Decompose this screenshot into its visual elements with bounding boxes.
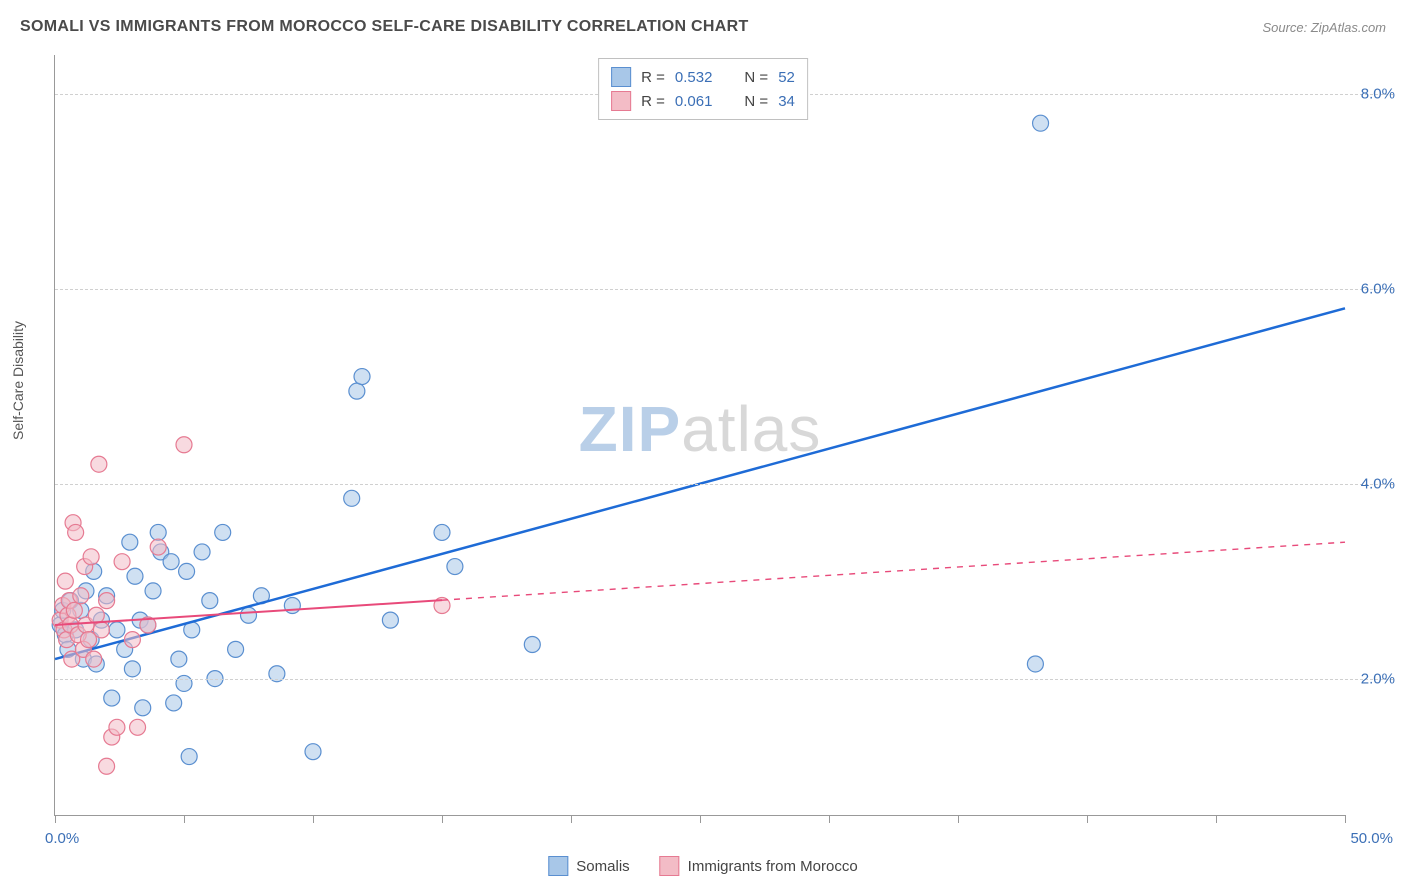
data-point	[202, 593, 218, 609]
x-axis-min-label: 0.0%	[45, 830, 79, 847]
data-point	[305, 744, 321, 760]
legend-swatch	[548, 856, 568, 876]
data-point	[241, 607, 257, 623]
correlation-legend: R = 0.532 N = 52 R = 0.061 N = 34	[598, 58, 808, 120]
data-point	[88, 607, 104, 623]
x-tick	[958, 815, 959, 823]
data-point	[150, 524, 166, 540]
data-point	[163, 554, 179, 570]
legend-n-label: N =	[744, 93, 768, 110]
grid-line	[55, 679, 1393, 680]
scatter-plot-svg	[55, 55, 1345, 815]
grid-line	[55, 484, 1393, 485]
data-point	[93, 622, 109, 638]
data-point	[166, 695, 182, 711]
x-tick	[184, 815, 185, 823]
data-point	[382, 612, 398, 628]
legend-r-label: R =	[641, 69, 665, 86]
data-point	[434, 524, 450, 540]
series-legend-label: Somalis	[576, 858, 629, 875]
data-point	[109, 622, 125, 638]
legend-swatch	[660, 856, 680, 876]
y-tick-label: 8.0%	[1361, 85, 1395, 102]
x-tick	[55, 815, 56, 823]
data-point	[68, 524, 84, 540]
legend-swatch	[611, 91, 631, 111]
legend-r-value: 0.061	[675, 93, 713, 110]
series-legend: Somalis Immigrants from Morocco	[548, 856, 857, 876]
data-point	[83, 549, 99, 565]
data-point	[66, 602, 82, 618]
data-point	[194, 544, 210, 560]
legend-r-label: R =	[641, 93, 665, 110]
legend-swatch	[611, 67, 631, 87]
series-legend-item: Somalis	[548, 856, 629, 876]
data-point	[86, 651, 102, 667]
data-point	[171, 651, 187, 667]
legend-row: R = 0.061 N = 34	[611, 89, 795, 113]
data-point	[150, 539, 166, 555]
legend-n-value: 52	[778, 69, 795, 86]
data-point	[122, 534, 138, 550]
x-tick	[313, 815, 314, 823]
legend-n-label: N =	[744, 69, 768, 86]
y-tick-label: 4.0%	[1361, 475, 1395, 492]
data-point	[109, 719, 125, 735]
chart-plot-area: ZIPatlas 0.0% 50.0% 2.0%4.0%6.0%8.0%	[54, 55, 1345, 816]
data-point	[179, 563, 195, 579]
y-axis-label: Self-Care Disability	[10, 321, 26, 440]
data-point	[1027, 656, 1043, 672]
data-point	[228, 641, 244, 657]
data-point	[99, 593, 115, 609]
data-point	[114, 554, 130, 570]
data-point	[135, 700, 151, 716]
data-point	[181, 749, 197, 765]
data-point	[99, 758, 115, 774]
data-point	[344, 490, 360, 506]
data-point	[91, 456, 107, 472]
header-bar: SOMALI VS IMMIGRANTS FROM MOROCCO SELF-C…	[20, 18, 1386, 36]
trend-line-dashed	[442, 542, 1345, 600]
data-point	[215, 524, 231, 540]
x-tick	[571, 815, 572, 823]
x-tick	[442, 815, 443, 823]
data-point	[145, 583, 161, 599]
data-point	[176, 437, 192, 453]
data-point	[447, 559, 463, 575]
data-point	[130, 719, 146, 735]
x-axis-max-label: 50.0%	[1350, 830, 1393, 847]
source-attribution: Source: ZipAtlas.com	[1262, 20, 1386, 35]
legend-row: R = 0.532 N = 52	[611, 65, 795, 89]
legend-n-value: 34	[778, 93, 795, 110]
data-point	[124, 632, 140, 648]
x-tick	[829, 815, 830, 823]
data-point	[1033, 115, 1049, 131]
data-point	[349, 383, 365, 399]
x-tick	[1345, 815, 1346, 823]
grid-line	[55, 289, 1393, 290]
legend-r-value: 0.532	[675, 69, 713, 86]
data-point	[104, 690, 120, 706]
y-tick-label: 6.0%	[1361, 280, 1395, 297]
data-point	[127, 568, 143, 584]
x-tick	[1216, 815, 1217, 823]
y-tick-label: 2.0%	[1361, 670, 1395, 687]
data-point	[57, 573, 73, 589]
x-tick	[700, 815, 701, 823]
x-tick	[1087, 815, 1088, 823]
data-point	[354, 369, 370, 385]
data-point	[124, 661, 140, 677]
data-point	[73, 588, 89, 604]
series-legend-label: Immigrants from Morocco	[688, 858, 858, 875]
series-legend-item: Immigrants from Morocco	[660, 856, 858, 876]
data-point	[524, 636, 540, 652]
chart-title: SOMALI VS IMMIGRANTS FROM MOROCCO SELF-C…	[20, 18, 749, 36]
